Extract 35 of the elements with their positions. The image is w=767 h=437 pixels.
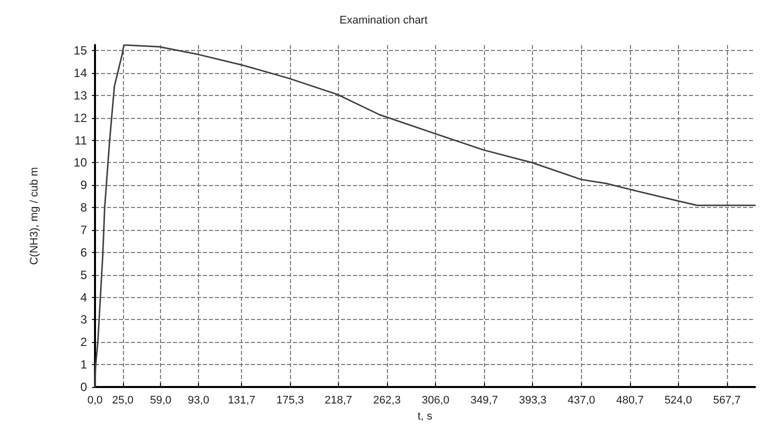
x-tick-label: 262,3 — [373, 394, 401, 406]
y-tick-label: 8 — [80, 200, 88, 215]
y-tick-label: 14 — [74, 66, 88, 80]
x-tick-label: 93,0 — [188, 394, 210, 406]
y-tick-label: 15 — [74, 44, 88, 58]
y-tick-label: 10 — [74, 156, 88, 170]
y-tick-label: 0 — [80, 380, 88, 394]
y-axis-title: C(NH3), mg / cub m — [28, 167, 40, 265]
y-tick-label: 13 — [74, 88, 88, 102]
y-tick-label: 6 — [80, 245, 88, 260]
y-tick-label: 4 — [80, 290, 88, 304]
x-tick-label: 59,0 — [150, 394, 172, 406]
x-tick-label: 25,0 — [112, 394, 134, 406]
x-tick-label: 306,0 — [422, 394, 450, 406]
y-tick-label: 7 — [80, 223, 88, 238]
line-series — [94, 44, 756, 388]
y-tick-label: 1 — [80, 358, 88, 372]
x-axis-title: t, s — [418, 410, 433, 422]
y-tick-label: 9 — [80, 178, 88, 192]
y-tick-label: 11 — [74, 133, 88, 148]
chart-title: Examination chart — [339, 14, 428, 26]
y-tick-label: 2 — [80, 335, 88, 350]
x-tick-label: 567,7 — [713, 394, 741, 406]
y-tick-label: 5 — [80, 268, 88, 282]
y-tick-label: 12 — [74, 110, 88, 125]
x-tick-label: 175,3 — [276, 394, 304, 406]
x-tick-label: 437,0 — [568, 394, 596, 406]
x-tick-label: 0,0 — [87, 394, 103, 406]
x-tick-label: 393,3 — [518, 394, 547, 406]
y-tick-label: 3 — [80, 312, 88, 327]
x-tick-label: 524,0 — [664, 394, 692, 406]
x-tick-label: 131,7 — [228, 394, 256, 406]
x-tick-label: 480,7 — [616, 394, 644, 406]
x-tick-label: 349,7 — [470, 394, 498, 406]
x-tick-label: 218,7 — [324, 394, 352, 406]
